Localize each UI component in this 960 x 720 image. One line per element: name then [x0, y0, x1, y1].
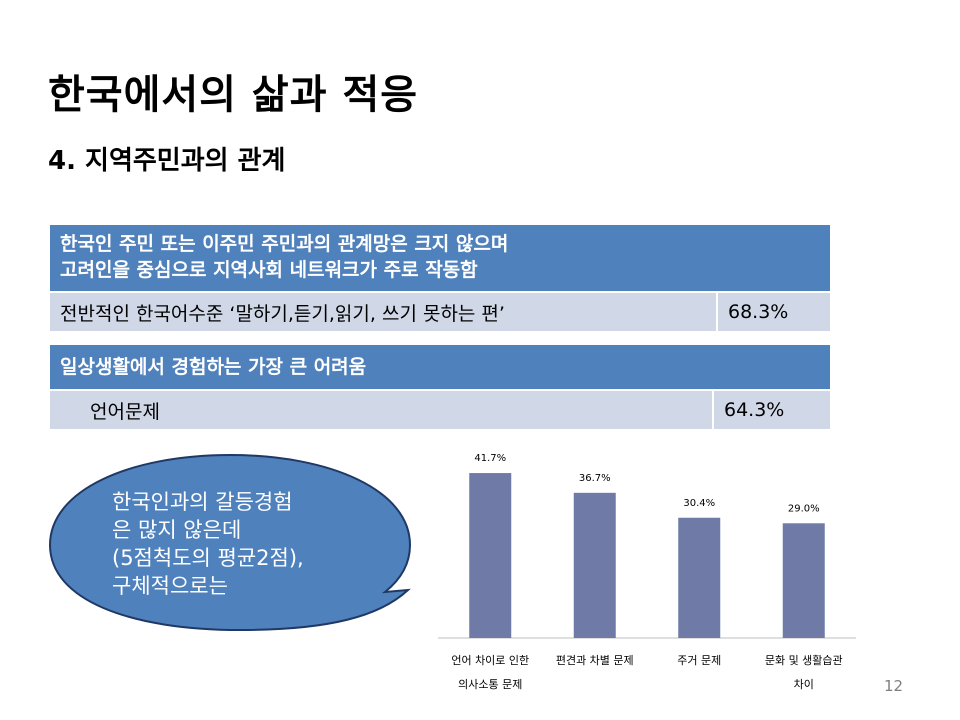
data-label: 29.0%: [788, 503, 820, 514]
table-row: 언어문제 64.3%: [50, 391, 830, 429]
language-level-table: 한국인 주민 또는 이주민 주민과의 관계망은 크지 않으며 고려인을 중심으로…: [50, 225, 830, 331]
bar: [469, 473, 512, 638]
bar: [573, 492, 616, 638]
table-header: 한국인 주민 또는 이주민 주민과의 관계망은 크지 않으며 고려인을 중심으로…: [50, 225, 830, 291]
table-cell-label: 전반적인 한국어수준 ‘말하기,듣기,읽기, 쓰기 못하는 편’: [50, 293, 718, 331]
table-cell-value: 68.3%: [728, 301, 789, 323]
callout-shape: [48, 453, 412, 632]
category-label: 의사소통 문제: [458, 678, 522, 691]
table-header: 일상생활에서 경험하는 가장 큰 어려움: [50, 345, 830, 389]
page-number: 12: [884, 677, 904, 695]
category-label: 주거 문제: [677, 654, 721, 667]
bar: [678, 517, 721, 638]
data-label: 30.4%: [683, 498, 715, 509]
category-label: 문화 및 생활습관: [765, 653, 843, 667]
data-label: 41.7%: [474, 453, 506, 464]
callout-text: 한국인과의 갈등경험 은 많지 않은데 (5점척도의 평균2점), 구체적으로는: [112, 488, 352, 600]
data-label: 36.7%: [579, 473, 611, 484]
category-label: 언어 차이로 인한: [451, 654, 529, 667]
difficulty-table: 일상생활에서 경험하는 가장 큰 어려움 언어문제 64.3%: [50, 345, 830, 429]
table-header-line: 고려인을 중심으로 지역사회 네트워크가 주로 작동함: [60, 259, 478, 281]
callout-line: 구체적으로는: [112, 574, 228, 598]
slide-title: 한국에서의 삶과 적응: [48, 72, 419, 118]
table-cell-label: 언어문제: [50, 391, 714, 429]
table-header-line: 한국인 주민 또는 이주민 주민과의 관계망은 크지 않으며: [60, 233, 509, 255]
slide-subtitle: 4. 지역주민과의 관계: [48, 146, 286, 176]
callout-line: 은 많지 않은데: [112, 518, 242, 542]
category-label: 편견과 차별 문제: [556, 654, 634, 667]
table-row: 전반적인 한국어수준 ‘말하기,듣기,읽기, 쓰기 못하는 편’ 68.3%: [50, 293, 830, 331]
bar: [782, 523, 825, 638]
callout-line: 한국인과의 갈등경험: [112, 490, 293, 514]
callout-line: (5점척도의 평균2점),: [112, 546, 304, 570]
table-cell-value: 64.3%: [724, 399, 785, 421]
category-label: 차이: [794, 678, 814, 691]
